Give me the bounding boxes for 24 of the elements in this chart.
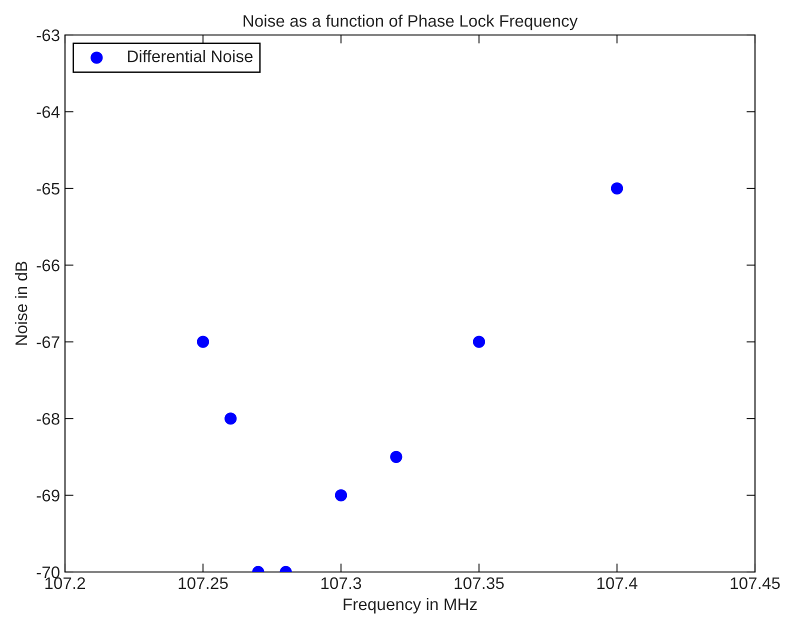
y-tick-label: -69: [36, 490, 60, 502]
point: [472, 336, 486, 348]
y-tick-label: -66: [36, 260, 60, 272]
point: [196, 336, 210, 348]
x-tick-label: 107.45: [730, 577, 780, 590]
y-tick-label: -68: [36, 412, 60, 425]
point: [610, 182, 624, 195]
y-axis-title: Noise in dB: [14, 262, 28, 345]
y-tick-label: -64: [36, 106, 60, 118]
x-tick-label: 107.2: [45, 577, 86, 590]
chart-title: Noise as a function of Phase Lock Frequency: [244, 14, 578, 30]
x-tick-label: 107.25: [178, 577, 228, 590]
point: [334, 489, 348, 502]
point: [224, 412, 237, 425]
x-tick-label: 107.4: [597, 577, 638, 590]
y-tick-label: -63: [36, 29, 60, 42]
x-tick-label: 107.3: [321, 577, 362, 590]
y-tick-label: -67: [36, 336, 60, 348]
y-tick-label: -70: [36, 566, 60, 578]
x-tick-label: 107.35: [454, 577, 504, 590]
legend-label: Differential Noise: [128, 50, 253, 62]
x-axis-title: Frequency in MHz: [344, 598, 477, 614]
y-tick-label: -65: [36, 182, 60, 195]
point: [390, 450, 402, 464]
